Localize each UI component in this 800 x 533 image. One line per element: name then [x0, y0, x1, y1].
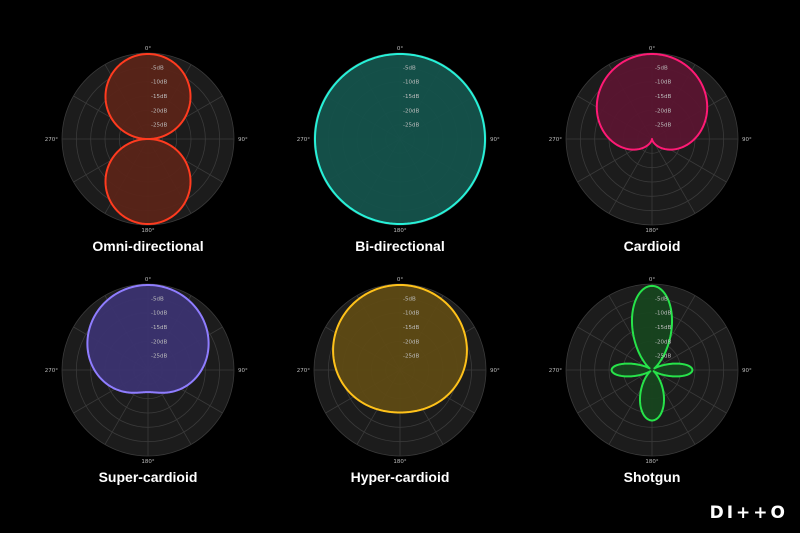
ring-label: -5dB	[151, 296, 164, 302]
angle-label-left: 270°	[297, 137, 310, 143]
angle-label-bottom: 180°	[141, 459, 154, 465]
angle-label-top: 0°	[649, 46, 655, 52]
chart-title: Super-cardioid	[98, 469, 198, 485]
angle-label-bottom: 180°	[141, 228, 154, 234]
chart-cardioid: -5dB -10dB -15dB -20dB -25dB 0° 90° 180° 270° Ca…	[549, 46, 752, 266]
ring-label: -15dB	[151, 325, 167, 331]
ring-label: -25dB	[151, 123, 167, 129]
grid-spoke	[651, 138, 696, 214]
angle-label-right: 90°	[238, 368, 248, 374]
ring-label: -25dB	[403, 123, 419, 129]
ring-label: -25dB	[655, 354, 671, 360]
angle-label-top: 0°	[397, 46, 403, 52]
chart-title: Omni-directional	[92, 238, 204, 254]
ring-label: -20dB	[403, 108, 419, 114]
polar-plot-super-cardioid: -5dB -10dB -15dB -20dB -25dB 0° 90° 180° 270°	[45, 277, 248, 465]
polar-pattern-curve	[332, 284, 468, 414]
ring-label: -10dB	[655, 311, 671, 317]
angle-label-left: 270°	[297, 368, 310, 374]
ring-label: -5dB	[403, 296, 416, 302]
ring-label: -10dB	[403, 80, 419, 86]
polar-plot-bi: -5dB -10dB -15dB -20dB -25dB 0° 90° 180° 270°	[297, 46, 500, 234]
grid-spoke	[651, 326, 727, 371]
angle-label-left: 270°	[45, 137, 58, 143]
grid-spoke	[577, 326, 653, 371]
angle-label-bottom: 180°	[393, 228, 406, 234]
ditto-logo: DI++O	[709, 503, 788, 523]
angle-label-bottom: 180°	[645, 228, 658, 234]
chart-title: Shotgun	[623, 469, 681, 485]
angle-label-top: 0°	[397, 277, 403, 283]
angle-label-top: 0°	[145, 46, 151, 52]
ring-label: -10dB	[151, 311, 167, 317]
ring-label: -20dB	[655, 339, 671, 345]
polar-plot-omni: -5dB -10dB -15dB -20dB -25dB 0° 90° 180° 270°	[45, 46, 248, 234]
polar-pattern-curve	[314, 53, 486, 225]
angle-label-right: 90°	[490, 368, 500, 374]
grid-spoke	[577, 369, 653, 414]
ring-label: -25dB	[151, 354, 167, 360]
ring-label: -10dB	[655, 80, 671, 86]
chart-shotgun: -5dB -10dB -15dB -20dB -25dB 0° 90° 180° 270° Sh…	[549, 277, 752, 497]
ring-label: -20dB	[151, 339, 167, 345]
ring-label: -5dB	[655, 296, 668, 302]
angle-label-right: 90°	[742, 368, 752, 374]
ring-label: -5dB	[655, 65, 668, 71]
polar-pattern-curve	[104, 53, 192, 225]
grid-spoke	[608, 138, 653, 214]
polar-plot-shotgun: -5dB -10dB -15dB -20dB -25dB 0° 90° 180° 270°	[549, 277, 752, 465]
angle-label-left: 270°	[549, 368, 562, 374]
polar-pattern-curve	[610, 284, 694, 422]
angle-label-top: 0°	[649, 277, 655, 283]
ring-label: -15dB	[403, 94, 419, 100]
chart-title: Hyper-cardioid	[350, 469, 450, 485]
ring-label: -20dB	[403, 339, 419, 345]
ring-label: -10dB	[151, 80, 167, 86]
angle-label-bottom: 180°	[645, 459, 658, 465]
ring-label: -15dB	[655, 325, 671, 331]
polar-pattern-curve	[595, 53, 709, 151]
ring-label: -15dB	[655, 94, 671, 100]
ring-label: -20dB	[151, 108, 167, 114]
angle-label-right: 90°	[238, 137, 248, 143]
angle-label-right: 90°	[490, 137, 500, 143]
polar-pattern-curve	[86, 284, 210, 394]
polar-plot-hyper-cardioid: -5dB -10dB -15dB -20dB -25dB 0° 90° 180° 270°	[297, 277, 500, 465]
polar-plot-cardioid: -5dB -10dB -15dB -20dB -25dB 0° 90° 180° 270°	[549, 46, 752, 234]
ring-label: -5dB	[403, 65, 416, 71]
ring-label: -15dB	[403, 325, 419, 331]
chart-title: Cardioid	[623, 238, 681, 254]
chart-title: Bi-directional	[355, 238, 445, 254]
angle-label-left: 270°	[549, 137, 562, 143]
chart-omni-directional: -5dB -10dB -15dB -20dB -25dB 0° 90° 180° 270° Om…	[45, 46, 248, 266]
angle-label-bottom: 180°	[393, 459, 406, 465]
angle-label-top: 0°	[145, 277, 151, 283]
ring-label: -25dB	[655, 123, 671, 129]
ring-label: -15dB	[151, 94, 167, 100]
ring-label: -25dB	[403, 354, 419, 360]
angle-label-right: 90°	[742, 137, 752, 143]
chart-hyper-cardioid: -5dB -10dB -15dB -20dB -25dB 0° 90° 180° 270° Hy…	[297, 277, 500, 497]
chart-super-cardioid: -5dB -10dB -15dB -20dB -25dB 0° 90° 180° 270° Su…	[45, 277, 248, 497]
ring-label: -5dB	[151, 65, 164, 71]
ring-label: -10dB	[403, 311, 419, 317]
ring-label: -20dB	[655, 108, 671, 114]
angle-label-left: 270°	[45, 368, 58, 374]
chart-bi-directional: -5dB -10dB -15dB -20dB -25dB 0° 90° 180° 270° Bi…	[297, 46, 500, 266]
grid-spoke	[651, 369, 727, 414]
